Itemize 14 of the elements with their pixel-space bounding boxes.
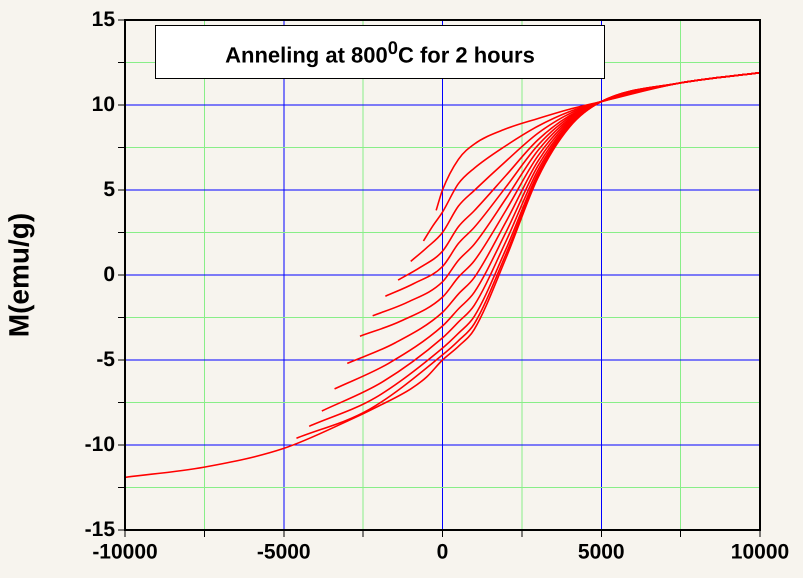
y-tick-label: 0	[103, 262, 115, 286]
y-tick-label: 5	[103, 178, 116, 201]
x-tick-label: -5000	[256, 540, 311, 564]
x-tick-label: 10000	[730, 540, 790, 564]
y-tick-label: 15	[92, 8, 116, 31]
y-tick-label: -5	[96, 348, 116, 371]
y-axis-title: M(emu/g)	[4, 212, 35, 338]
x-tick-label: 0	[436, 540, 448, 564]
text: Anneling at 800$^{0}$C for 2 hours	[225, 36, 535, 69]
y-tick-label: 10	[92, 92, 115, 116]
y-tick-label: -10	[84, 432, 115, 456]
x-tick-label: 5000	[578, 540, 625, 564]
y-tick-label: -15	[84, 518, 116, 541]
x-tick-label: -10000	[92, 540, 158, 564]
